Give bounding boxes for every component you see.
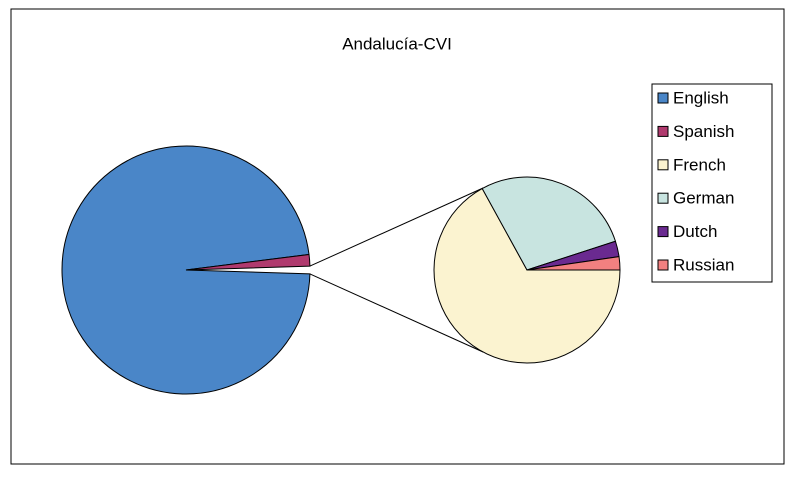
pie-slice [481,176,617,271]
legend-box [651,83,773,283]
legend-swatch [657,159,669,171]
legend-label: English [673,88,729,107]
pie-slice [526,256,621,271]
legend-label: Dutch [673,222,717,241]
legend-label: German [673,189,734,208]
connector-line [309,187,484,267]
legend-swatch [657,92,669,104]
legend-swatch [657,192,669,204]
legend-label: Russian [673,255,734,274]
legend-swatch [657,259,669,271]
legend-label: French [673,155,726,174]
legend-label: Spanish [673,122,734,141]
legend-swatch [657,125,669,137]
chart-title: Andalucía-CVI [342,34,452,53]
connector-line [309,273,484,353]
legend-swatch [657,226,669,238]
pie-slice [433,187,621,364]
